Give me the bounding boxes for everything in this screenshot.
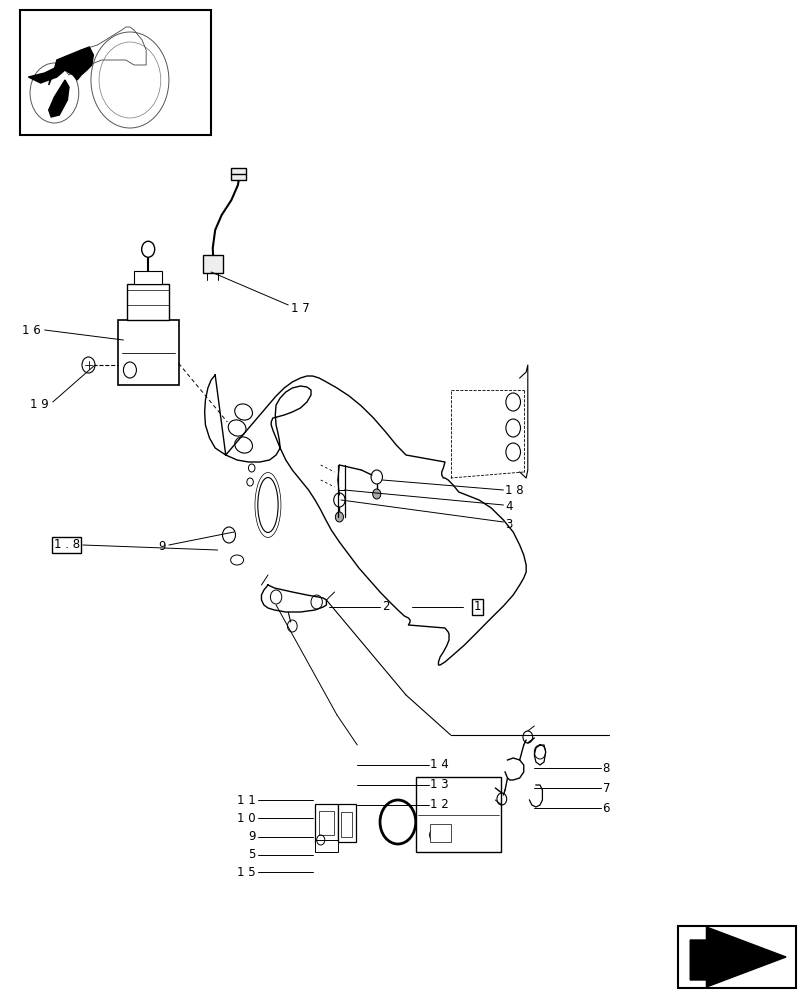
Text: 1 0: 1 0 (237, 812, 255, 824)
Polygon shape (28, 67, 65, 83)
Text: 2: 2 (381, 600, 388, 613)
Text: 1 8: 1 8 (504, 484, 523, 496)
Bar (20, 10, 211, 135)
Bar (118, 320, 178, 385)
Text: 1 7: 1 7 (290, 302, 309, 314)
Bar (337, 804, 355, 842)
Text: 1 3: 1 3 (430, 778, 448, 792)
Text: 5: 5 (248, 848, 255, 861)
Bar (319, 811, 333, 835)
Bar (315, 840, 337, 852)
Text: 1 6: 1 6 (22, 324, 41, 336)
Text: 1 9: 1 9 (30, 397, 49, 410)
Circle shape (141, 241, 154, 257)
Text: 8: 8 (602, 762, 609, 774)
Text: 1 4: 1 4 (430, 758, 448, 772)
Circle shape (372, 489, 380, 499)
Bar (315, 804, 337, 842)
Circle shape (335, 512, 343, 522)
Text: 1 2: 1 2 (430, 798, 448, 812)
Text: 3: 3 (504, 518, 512, 530)
Text: 1: 1 (473, 600, 481, 613)
Bar (677, 926, 795, 988)
Bar (127, 284, 169, 320)
Bar (415, 777, 500, 852)
Polygon shape (689, 927, 785, 987)
Bar (430, 824, 450, 842)
Text: 7: 7 (602, 782, 609, 794)
Text: 1 . 8: 1 . 8 (54, 538, 79, 552)
Text: 6: 6 (602, 802, 609, 814)
Bar (341, 812, 352, 837)
Bar (134, 271, 162, 284)
Polygon shape (49, 47, 93, 85)
Circle shape (82, 357, 95, 373)
Text: 9: 9 (158, 540, 165, 554)
Bar (231, 168, 246, 180)
Text: 1 5: 1 5 (237, 865, 255, 879)
Text: 9: 9 (248, 830, 255, 844)
Text: 1 1: 1 1 (237, 794, 255, 806)
Bar (203, 255, 223, 273)
Circle shape (123, 362, 136, 378)
Text: 4: 4 (504, 500, 512, 514)
Polygon shape (49, 80, 69, 117)
